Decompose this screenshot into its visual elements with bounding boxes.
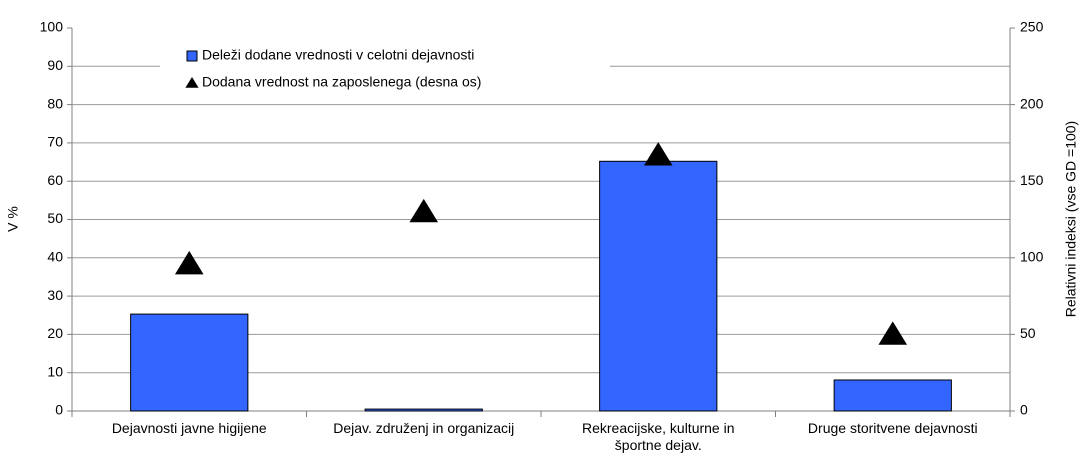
y2-tick-label: 150 bbox=[1020, 172, 1044, 188]
legend-swatch bbox=[186, 50, 198, 62]
triangle-marker bbox=[878, 321, 908, 345]
legend-label: Dodana vrednost na zaposlenega (desna os… bbox=[202, 74, 481, 90]
y2-tick-label: 0 bbox=[1020, 402, 1028, 418]
triangle-marker bbox=[174, 250, 204, 275]
bar bbox=[599, 160, 718, 412]
y-tick-label: 20 bbox=[47, 325, 63, 341]
y2-axis-label: Relativni indeksi (vse GD =100) bbox=[1063, 121, 1079, 317]
bar bbox=[364, 408, 483, 412]
y-tick-label: 70 bbox=[47, 134, 63, 150]
y-tick-label: 40 bbox=[47, 249, 63, 265]
legend-swatch bbox=[185, 77, 199, 88]
bar bbox=[833, 379, 952, 412]
y-tick-label: 60 bbox=[47, 172, 63, 188]
legend: Deleži dodane vrednosti v celotni dejavn… bbox=[160, 38, 610, 104]
y2-tick-label: 100 bbox=[1020, 249, 1044, 265]
y-tick-label: 100 bbox=[40, 19, 64, 35]
x-tick-label: Rekreacijske, kulturne in športne dejav. bbox=[581, 420, 735, 453]
bar bbox=[130, 313, 249, 412]
triangle-marker bbox=[643, 142, 673, 166]
y-tick-label: 0 bbox=[55, 402, 63, 418]
y2-tick-label: 50 bbox=[1020, 325, 1036, 341]
x-tick-label: Druge storitvene dejavnosti bbox=[807, 420, 978, 436]
legend-label: Deleži dodane vrednosti v celotni dejavn… bbox=[202, 47, 474, 63]
x-tick-label: Dejav. združenj in organizacij bbox=[333, 420, 515, 436]
y2-tick-label: 200 bbox=[1020, 95, 1044, 111]
y-tick-label: 10 bbox=[47, 363, 63, 379]
triangle-marker bbox=[409, 198, 439, 223]
y-tick-label: 50 bbox=[47, 210, 63, 226]
legend-box bbox=[160, 38, 610, 104]
y-tick-label: 30 bbox=[47, 287, 63, 303]
y-axis-label: V % bbox=[5, 206, 21, 232]
y-tick-label: 80 bbox=[47, 95, 63, 111]
y-tick-label: 90 bbox=[47, 57, 63, 73]
x-tick-label: Dejavnosti javne higijene bbox=[111, 420, 267, 436]
y2-tick-label: 250 bbox=[1020, 19, 1044, 35]
